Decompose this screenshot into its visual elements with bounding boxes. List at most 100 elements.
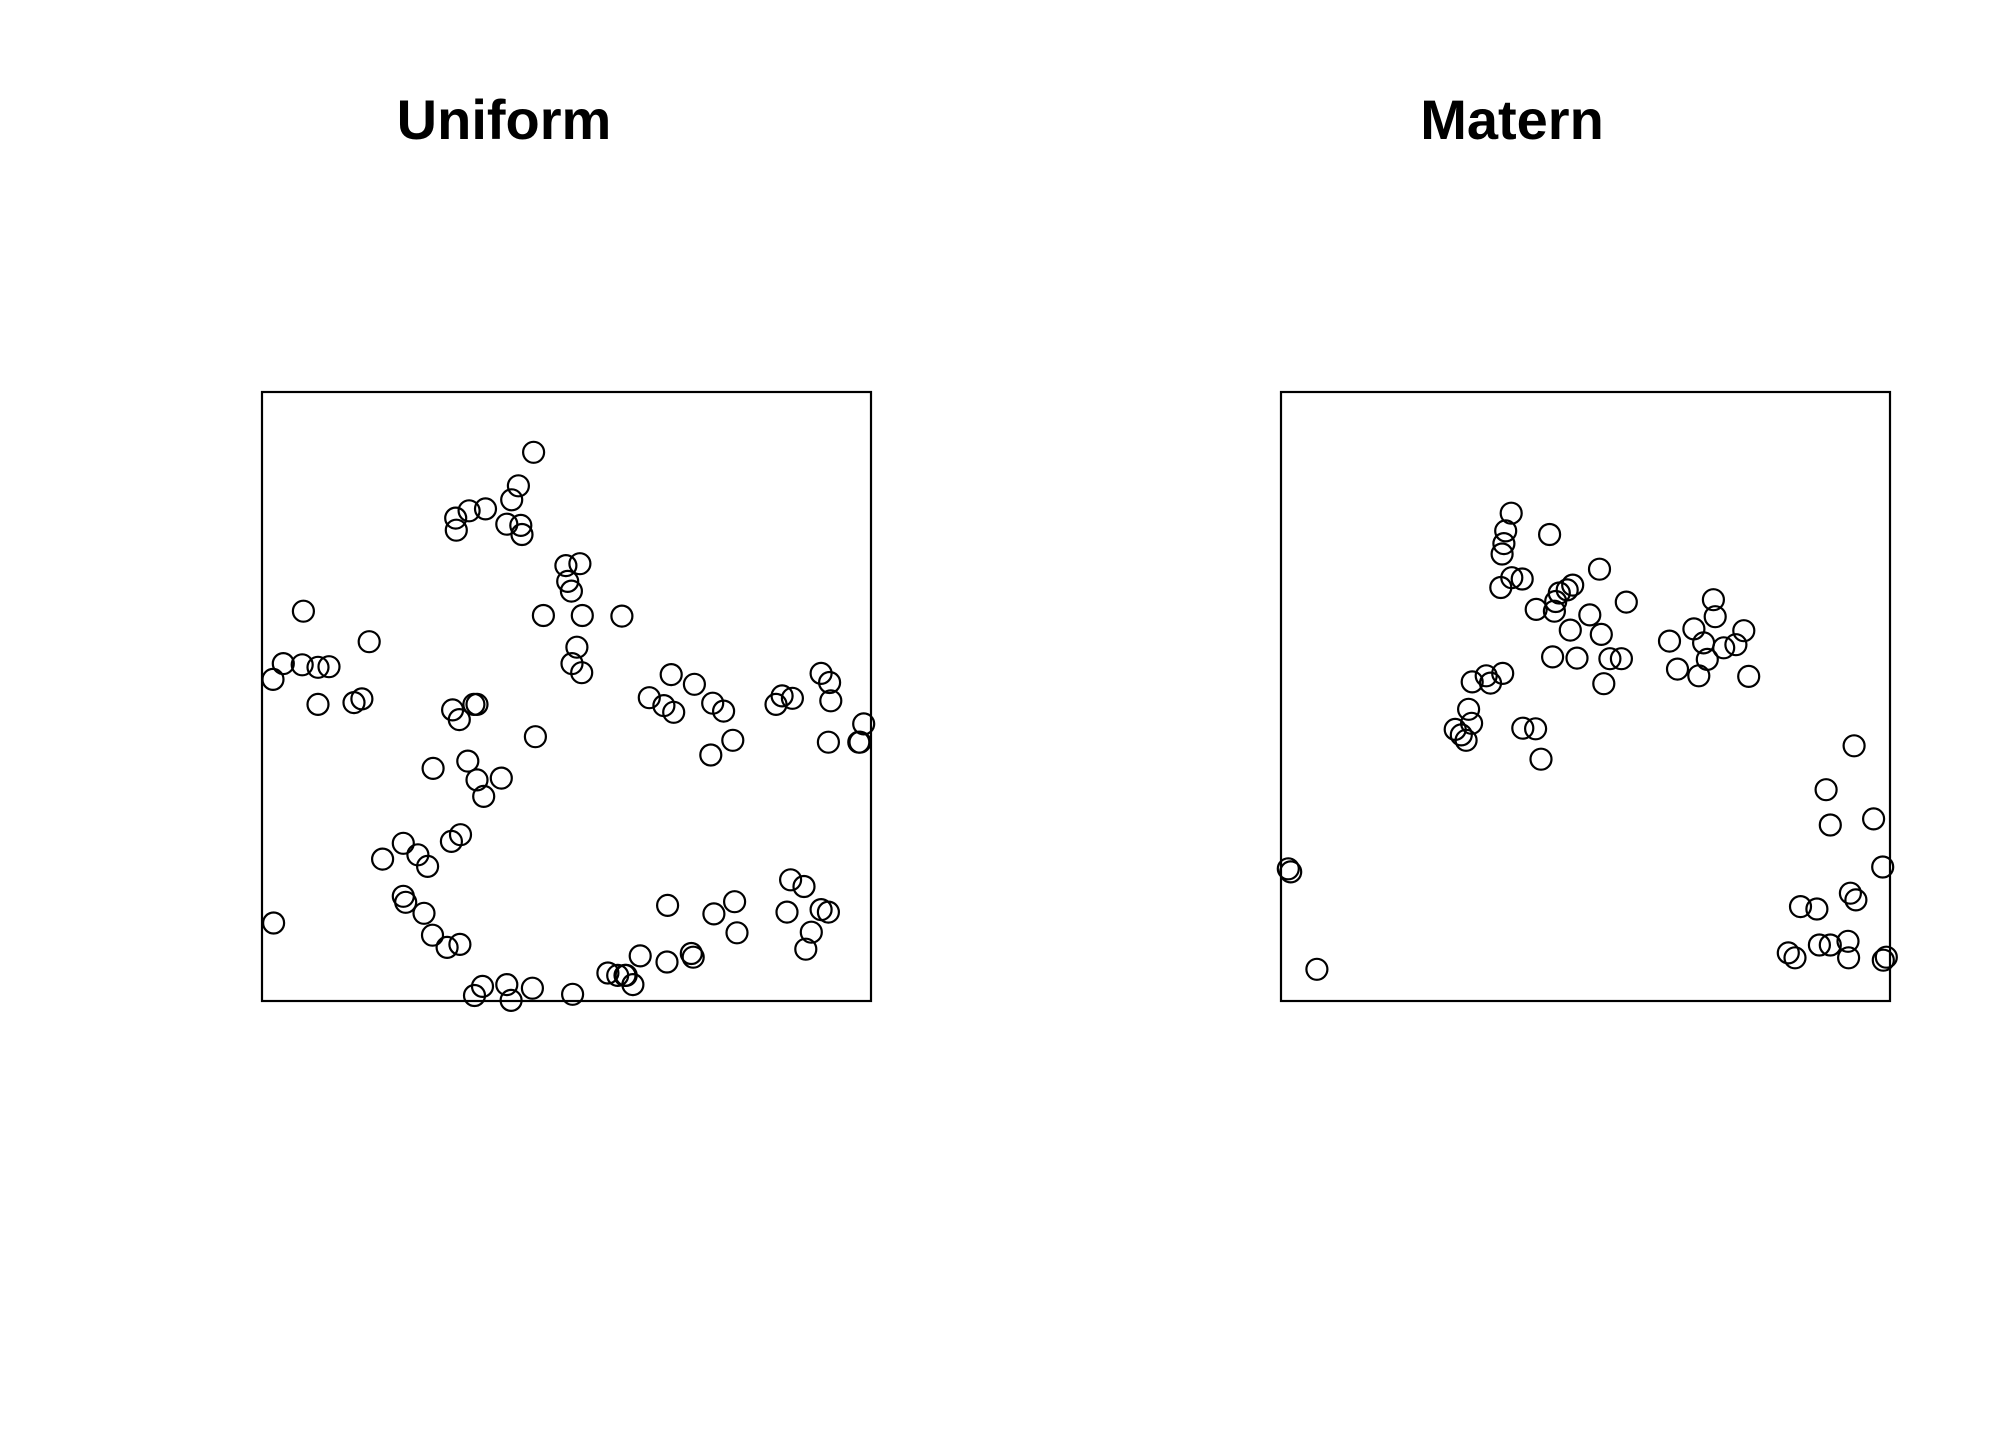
data-point <box>1589 622 1613 647</box>
data-point <box>1558 618 1582 642</box>
data-point <box>1540 645 1565 669</box>
matern-plot <box>1276 390 1898 1003</box>
data-point <box>1478 671 1503 695</box>
data-point <box>1587 557 1612 581</box>
data-point <box>1874 945 1898 969</box>
data-point <box>439 829 463 854</box>
data-point <box>470 974 495 999</box>
data-point <box>448 932 472 957</box>
data-point <box>1494 519 1518 543</box>
data-point <box>775 900 799 924</box>
data-point <box>1592 672 1616 696</box>
data-point <box>1818 813 1842 837</box>
data-point <box>1682 617 1706 641</box>
data-point <box>1598 647 1622 671</box>
data-point <box>1561 573 1585 597</box>
data-point <box>819 689 843 713</box>
data-point <box>262 911 286 935</box>
matern-chart-title: Matern <box>1420 88 1604 151</box>
data-point <box>317 655 341 679</box>
data-point <box>554 553 578 578</box>
data-point <box>1657 629 1682 653</box>
data-point <box>412 901 436 925</box>
data-point <box>1490 542 1514 566</box>
data-point <box>391 831 415 855</box>
data-point <box>420 923 445 947</box>
data-point <box>394 890 418 914</box>
data-point <box>1614 590 1638 614</box>
data-point <box>655 893 680 918</box>
data-point <box>847 730 871 754</box>
data-point <box>1529 747 1553 771</box>
data-point <box>596 961 620 985</box>
data-point <box>465 768 489 792</box>
data-point <box>472 784 496 809</box>
data-point <box>1703 605 1727 629</box>
data-point <box>1687 664 1711 688</box>
data-point <box>1838 881 1863 905</box>
data-point <box>1836 946 1861 970</box>
data-point <box>1788 894 1813 919</box>
data-point <box>509 513 533 538</box>
data-point <box>290 653 314 677</box>
data-point <box>1712 636 1736 660</box>
data-point <box>421 756 445 781</box>
uniform-panel: Uniform <box>260 88 876 1013</box>
data-point <box>1279 860 1303 884</box>
data-point <box>1510 567 1534 591</box>
data-point <box>610 604 634 628</box>
data-point <box>1578 603 1602 627</box>
data-point <box>559 579 584 603</box>
data-point <box>1737 664 1761 689</box>
data-point <box>711 699 736 723</box>
data-point <box>1871 855 1895 879</box>
data-point <box>628 944 652 968</box>
data-point <box>556 569 580 594</box>
data-point <box>722 890 747 914</box>
matern-panel: Matern <box>1008 0 2016 1440</box>
data-point <box>1805 897 1829 921</box>
data-point <box>520 976 545 1000</box>
data-point <box>342 690 366 715</box>
data-point <box>721 728 745 752</box>
data-point <box>357 630 381 654</box>
data-point <box>1276 857 1300 881</box>
data-point <box>1732 619 1756 643</box>
data-point <box>1783 946 1807 970</box>
data-point <box>291 599 315 623</box>
data-point <box>306 655 330 679</box>
data-point <box>1701 588 1726 612</box>
uniform-plot <box>260 390 876 1013</box>
data-point <box>702 902 726 926</box>
data-point <box>1457 697 1481 721</box>
data-point <box>570 603 594 628</box>
data-point <box>621 972 645 997</box>
data-point <box>1499 501 1523 525</box>
data-point <box>792 874 816 899</box>
data-point <box>679 941 703 966</box>
data-point <box>499 988 523 1013</box>
data-point <box>1460 670 1484 694</box>
data-point <box>1305 957 1329 981</box>
data-point <box>816 730 841 754</box>
data-point <box>521 440 546 464</box>
data-point <box>444 506 468 530</box>
data-point <box>1871 948 1895 972</box>
data-point <box>662 700 686 724</box>
data-point <box>1609 647 1634 671</box>
data-point <box>778 868 803 892</box>
data-point <box>655 950 679 974</box>
data-point <box>1511 716 1535 740</box>
data-point <box>1807 933 1832 957</box>
data-point <box>681 945 705 969</box>
data-point <box>416 854 440 879</box>
data-point <box>456 749 480 773</box>
data-point <box>560 982 585 1006</box>
data-point <box>725 921 749 945</box>
data-point <box>1724 633 1748 657</box>
data-point <box>1449 723 1473 747</box>
data-point <box>809 661 833 686</box>
data-point <box>637 686 661 710</box>
data-point <box>1489 575 1513 600</box>
data-point <box>506 474 531 498</box>
